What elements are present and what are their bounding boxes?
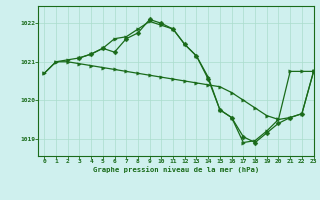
X-axis label: Graphe pression niveau de la mer (hPa): Graphe pression niveau de la mer (hPa)	[93, 166, 259, 173]
